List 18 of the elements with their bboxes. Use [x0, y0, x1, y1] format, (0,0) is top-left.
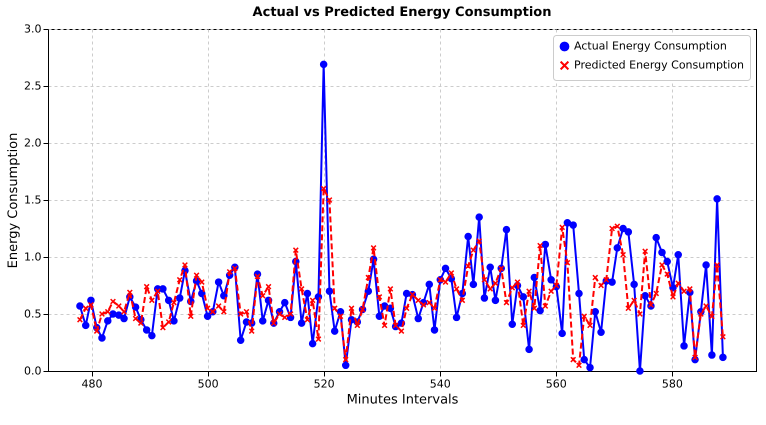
x-tick-label: 580 — [662, 378, 683, 390]
x-axis-title: Minutes Intervals — [346, 392, 459, 408]
y-tick-label: 3.0 — [24, 22, 42, 36]
x-tick-label: 540 — [430, 378, 451, 390]
x-tick-label: 500 — [198, 378, 219, 390]
x-tick-label: 480 — [82, 378, 103, 390]
chart-title: Actual vs Predicted Energy Consumption — [252, 5, 552, 20]
y-tick-label: 1.0 — [24, 250, 42, 264]
y-axis-title: Energy Consumption — [6, 132, 22, 268]
y-tick-label: 0.0 — [24, 364, 42, 378]
y-tick-label: 1.5 — [24, 194, 42, 206]
x-tick-label: 560 — [546, 378, 567, 390]
x-tick-label: 520 — [314, 378, 335, 390]
y-tick-label: 2.5 — [24, 80, 42, 92]
legend-label: Predicted Energy Consumption — [574, 58, 744, 72]
y-tick-label: 2.0 — [24, 136, 42, 150]
y-tick-label: 0.5 — [24, 308, 42, 320]
legend-label: Actual Energy Consumption — [574, 40, 727, 52]
